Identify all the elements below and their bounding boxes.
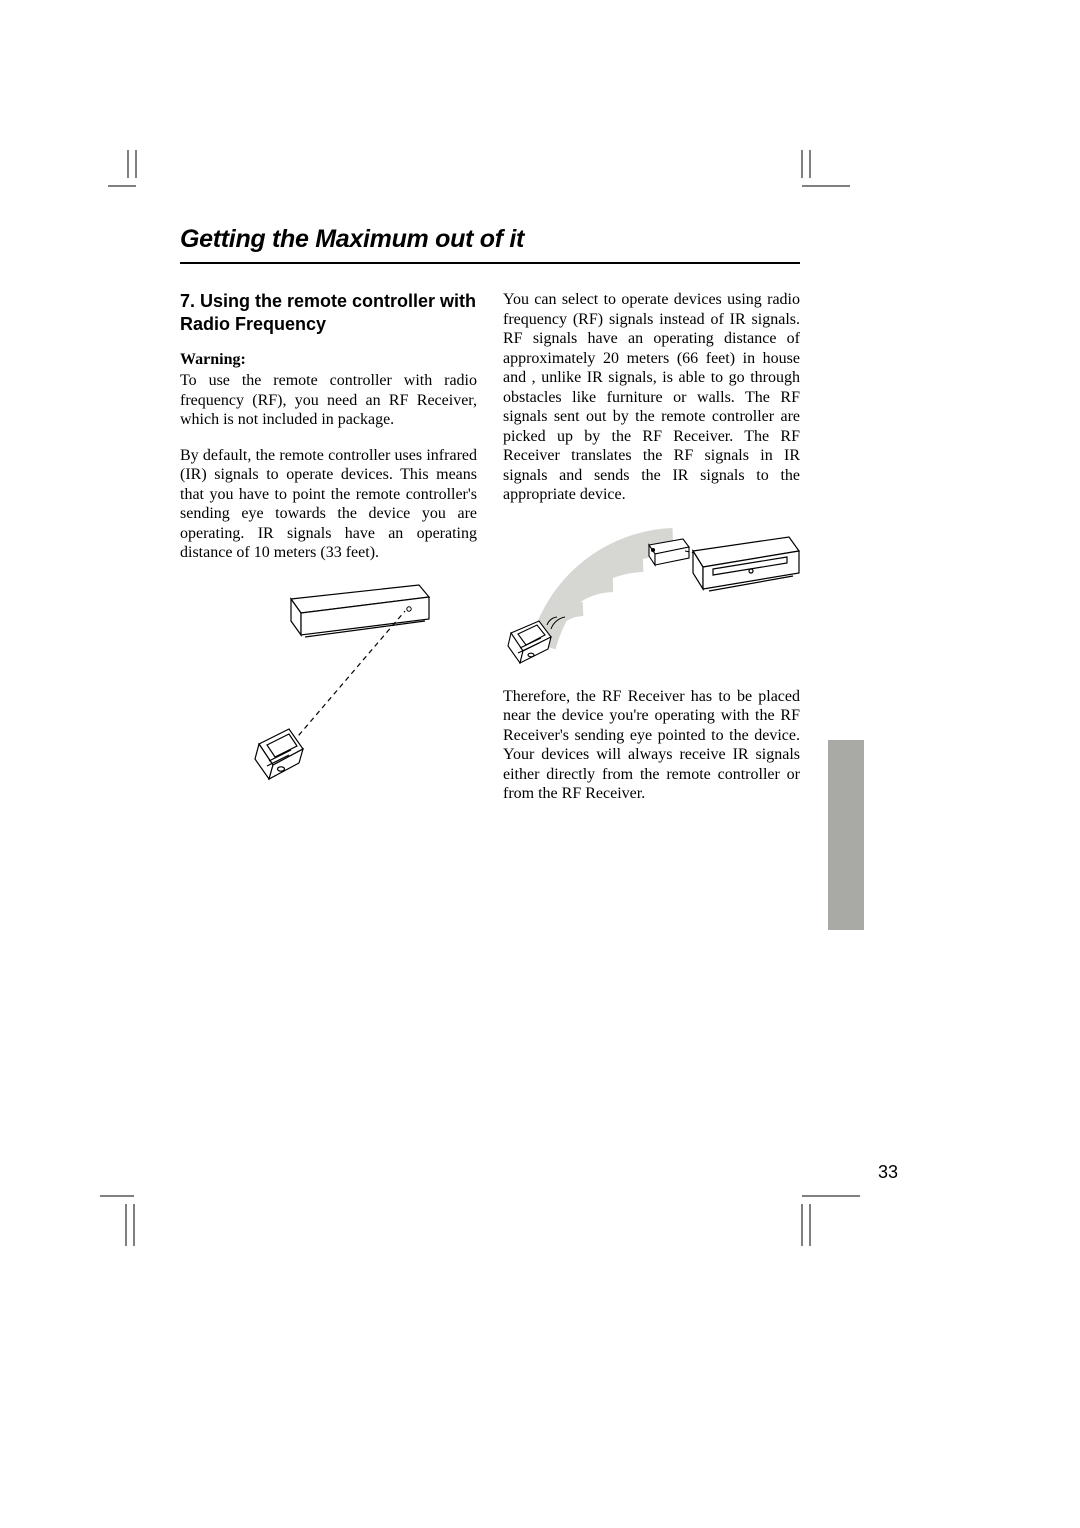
body-paragraph: You can select to operate devices using … [503, 290, 800, 505]
chapter-title: Getting the Maximum out of it [180, 225, 800, 264]
body-paragraph: Therefore, the RF Receiver has to be pla… [503, 687, 800, 804]
chapter-tab [828, 740, 864, 930]
crop-mark-tl [108, 150, 150, 192]
crop-mark-br [790, 1186, 860, 1246]
ir-diagram [219, 579, 439, 789]
content-columns: 7. Using the remote controller with Radi… [180, 290, 800, 805]
crop-mark-bl [100, 1186, 150, 1246]
rf-diagram [503, 521, 803, 671]
body-paragraph: To use the remote controller with radio … [180, 371, 477, 430]
warning-label: Warning: [180, 351, 477, 369]
page-number: 33 [878, 1162, 898, 1183]
section-title: 7. Using the remote controller with Radi… [180, 290, 477, 335]
crop-mark-tr [790, 150, 850, 192]
right-column: You can select to operate devices using … [503, 290, 800, 805]
page-content: Getting the Maximum out of it 7. Using t… [180, 225, 800, 805]
body-paragraph: By default, the remote controller uses i… [180, 446, 477, 563]
left-column: 7. Using the remote controller with Radi… [180, 290, 477, 805]
